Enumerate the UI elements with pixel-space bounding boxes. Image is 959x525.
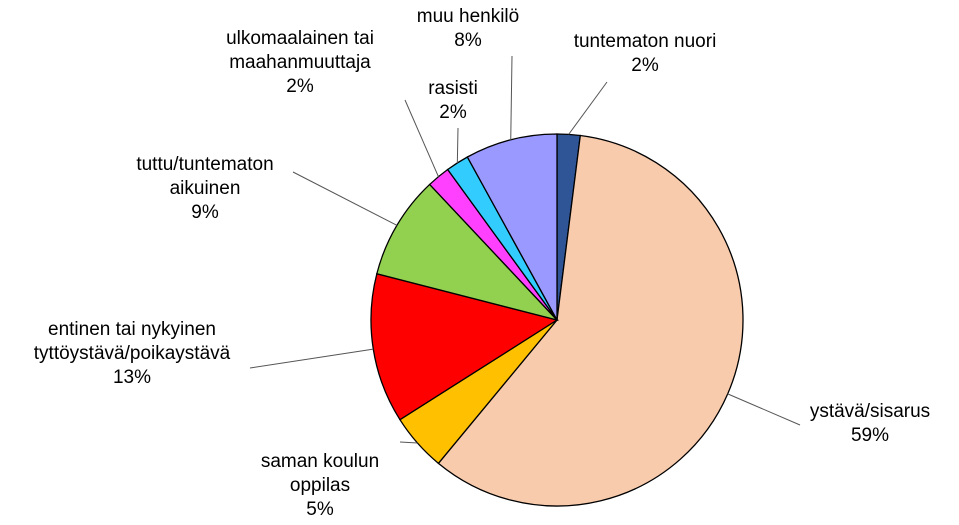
leader-line <box>249 348 374 369</box>
category-label: ystävä/sisarus <box>809 401 931 422</box>
value-label: 8% <box>454 30 482 51</box>
value-label: 13% <box>112 367 152 388</box>
slice-label: ystävä/sisarus 59% <box>770 400 959 448</box>
leader-line <box>727 393 801 426</box>
slice-label: tuttu/tuntematon aikuinen 9% <box>115 153 295 225</box>
leader-line <box>292 171 398 226</box>
leader-line <box>456 127 459 163</box>
pie-slice <box>466 133 558 321</box>
value-label: 2% <box>286 76 314 97</box>
slice-label: tuntematon nuori 2% <box>545 30 745 78</box>
value-label: 2% <box>439 102 467 123</box>
slice-label: muu henkilö 8% <box>393 5 543 53</box>
value-label: 5% <box>306 499 334 520</box>
category-label: muu henkilö <box>416 6 520 27</box>
value-label: 59% <box>850 425 890 446</box>
value-label: 9% <box>191 202 219 223</box>
leader-line <box>510 55 513 140</box>
leader-line <box>404 99 439 177</box>
category-label: tuntematon nuori <box>573 31 717 52</box>
slice-label: saman koulun oppilas 5% <box>245 450 395 522</box>
pie-slice <box>437 134 744 507</box>
slice-label: entinen tai nykyinen tyttöystävä/poikays… <box>7 318 257 390</box>
category-label: entinen tai nykyinen tyttöystävä/poikays… <box>33 319 231 364</box>
slice-label: rasisti 2% <box>413 77 493 125</box>
category-label: rasisti <box>428 78 478 99</box>
category-label: ulkomaalainen tai maahanmuuttaja <box>226 28 374 73</box>
pie-slice <box>370 272 559 421</box>
category-label: saman koulun oppilas <box>260 451 380 496</box>
value-label: 2% <box>631 55 659 76</box>
leader-line <box>568 81 608 135</box>
category-label: tuttu/tuntematon aikuinen <box>136 154 274 199</box>
slice-label: ulkomaalainen tai maahanmuuttaja 2% <box>200 27 400 99</box>
pie-slice <box>376 183 560 322</box>
leader-line <box>399 441 418 444</box>
